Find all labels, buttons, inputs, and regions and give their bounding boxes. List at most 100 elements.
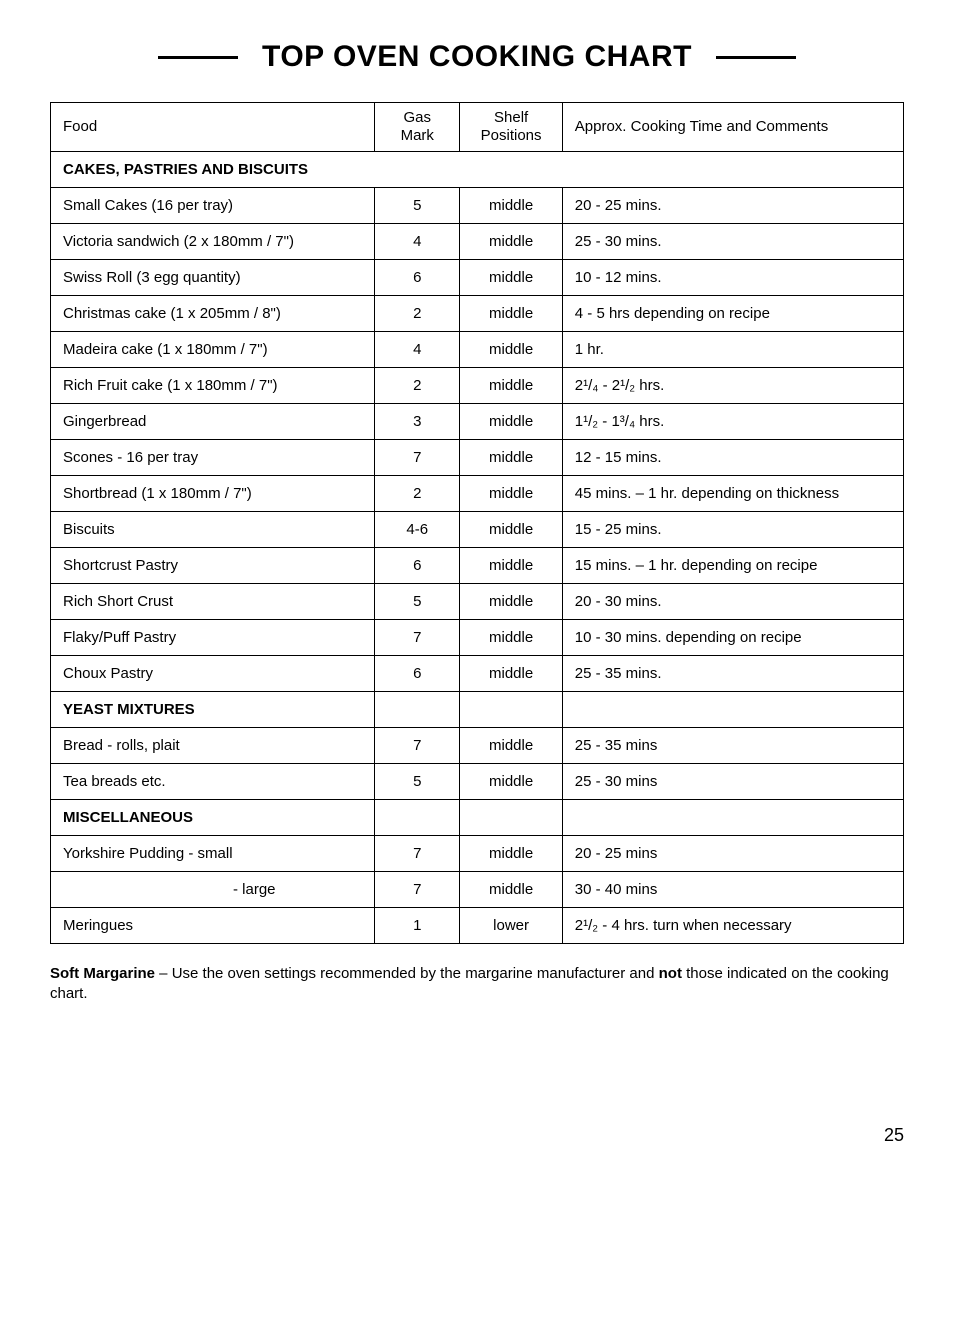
cell-food: Flaky/Puff Pastry	[51, 620, 375, 656]
cell-shelf: middle	[460, 260, 562, 296]
table-row: Swiss Roll (3 egg quantity)6middle10 - 1…	[51, 260, 904, 296]
shelf-line1: Shelf	[494, 109, 528, 126]
cell-gas: 3	[375, 404, 460, 440]
section-empty	[562, 800, 903, 836]
table-row: Biscuits4-6middle15 - 25 mins.	[51, 512, 904, 548]
table-row: Christmas cake (1 x 205mm / 8")2middle4 …	[51, 296, 904, 332]
section-empty	[375, 692, 460, 728]
title-bar-left	[158, 56, 238, 59]
cell-food: Shortbread (1 x 180mm / 7")	[51, 476, 375, 512]
cell-gas: 4-6	[375, 512, 460, 548]
cell-time: 10 - 30 mins. depending on recipe	[562, 620, 903, 656]
title-row: TOP OVEN COOKING CHART	[50, 40, 904, 74]
cell-time: 25 - 30 mins.	[562, 224, 903, 260]
cell-gas: 5	[375, 584, 460, 620]
cell-gas: 5	[375, 764, 460, 800]
cell-shelf: middle	[460, 224, 562, 260]
table-row: Bread - rolls, plait7middle25 - 35 mins	[51, 728, 904, 764]
cell-shelf: middle	[460, 620, 562, 656]
col-header-time: Approx. Cooking Time and Comments	[562, 103, 903, 152]
cell-time: 45 mins. – 1 hr. depending on thickness	[562, 476, 903, 512]
cooking-chart-table: Food Gas Mark Shelf Positions Approx. Co…	[50, 102, 904, 944]
col-header-gas: Gas Mark	[375, 103, 460, 152]
table-row: Rich Fruit cake (1 x 180mm / 7")2middle2…	[51, 368, 904, 404]
table-row: Scones - 16 per tray7middle12 - 15 mins.	[51, 440, 904, 476]
cell-shelf: middle	[460, 296, 562, 332]
cell-gas: 7	[375, 872, 460, 908]
section-row: MISCELLANEOUS	[51, 800, 904, 836]
cell-shelf: middle	[460, 476, 562, 512]
cell-gas: 7	[375, 440, 460, 476]
cell-time: 25 - 30 mins	[562, 764, 903, 800]
cell-shelf: middle	[460, 656, 562, 692]
cell-food: - large	[51, 872, 375, 908]
cell-shelf: middle	[460, 728, 562, 764]
cell-food: Gingerbread	[51, 404, 375, 440]
cell-shelf: middle	[460, 332, 562, 368]
cell-gas: 2	[375, 296, 460, 332]
gas-line2: Mark	[401, 127, 434, 144]
footer-mid: – Use the oven settings recommended by t…	[155, 965, 659, 982]
cell-gas: 2	[375, 368, 460, 404]
col-header-shelf: Shelf Positions	[460, 103, 562, 152]
table-row: Small Cakes (16 per tray)5middle20 - 25 …	[51, 188, 904, 224]
page-number: 25	[50, 1125, 904, 1146]
cell-gas: 7	[375, 620, 460, 656]
table-row: Choux Pastry6middle25 - 35 mins.	[51, 656, 904, 692]
cell-shelf: middle	[460, 368, 562, 404]
cell-time: 1¹/₂ - 1³/₄ hrs.	[562, 404, 903, 440]
cell-time: 25 - 35 mins.	[562, 656, 903, 692]
section-row: YEAST MIXTURES	[51, 692, 904, 728]
cell-shelf: middle	[460, 764, 562, 800]
table-row: Rich Short Crust5middle20 - 30 mins.	[51, 584, 904, 620]
cell-time: 2¹/₂ - 4 hrs. turn when necessary	[562, 908, 903, 944]
section-label: YEAST MIXTURES	[51, 692, 375, 728]
cell-food: Rich Short Crust	[51, 584, 375, 620]
cell-gas: 7	[375, 728, 460, 764]
section-label: CAKES, PASTRIES AND BISCUITS	[51, 152, 904, 188]
cell-gas: 5	[375, 188, 460, 224]
cell-food: Rich Fruit cake (1 x 180mm / 7")	[51, 368, 375, 404]
cell-shelf: middle	[460, 404, 562, 440]
shelf-line2: Positions	[481, 127, 542, 144]
cell-time: 25 - 35 mins	[562, 728, 903, 764]
cell-shelf: middle	[460, 548, 562, 584]
table-row: Gingerbread3middle1¹/₂ - 1³/₄ hrs.	[51, 404, 904, 440]
table-row: Meringues1lower2¹/₂ - 4 hrs. turn when n…	[51, 908, 904, 944]
cell-food: Choux Pastry	[51, 656, 375, 692]
cell-food: Scones - 16 per tray	[51, 440, 375, 476]
col-header-food: Food	[51, 103, 375, 152]
cell-gas: 4	[375, 224, 460, 260]
table-row: Flaky/Puff Pastry7middle10 - 30 mins. de…	[51, 620, 904, 656]
table-row: Madeira cake (1 x 180mm / 7")4middle1 hr…	[51, 332, 904, 368]
cell-shelf: middle	[460, 512, 562, 548]
section-empty	[460, 692, 562, 728]
title-bar-right	[716, 56, 796, 59]
section-row: CAKES, PASTRIES AND BISCUITS	[51, 152, 904, 188]
cell-time: 4 - 5 hrs depending on recipe	[562, 296, 903, 332]
cell-food: Biscuits	[51, 512, 375, 548]
cell-time: 10 - 12 mins.	[562, 260, 903, 296]
table-row: Tea breads etc.5middle25 - 30 mins	[51, 764, 904, 800]
table-row: Shortcrust Pastry6middle15 mins. – 1 hr.…	[51, 548, 904, 584]
cell-time: 1 hr.	[562, 332, 903, 368]
cell-shelf: middle	[460, 440, 562, 476]
section-empty	[375, 800, 460, 836]
cell-food: Shortcrust Pastry	[51, 548, 375, 584]
cell-time: 12 - 15 mins.	[562, 440, 903, 476]
gas-line1: Gas	[404, 109, 432, 126]
cell-food: Tea breads etc.	[51, 764, 375, 800]
cell-time: 15 mins. – 1 hr. depending on recipe	[562, 548, 903, 584]
table-body: CAKES, PASTRIES AND BISCUITSSmall Cakes …	[51, 152, 904, 944]
footer-bold2: not	[659, 965, 682, 982]
table-row: - large7middle30 - 40 mins	[51, 872, 904, 908]
footer-note: Soft Margarine – Use the oven settings r…	[50, 964, 904, 1005]
cell-gas: 6	[375, 260, 460, 296]
cell-time: 15 - 25 mins.	[562, 512, 903, 548]
cell-food: Madeira cake (1 x 180mm / 7")	[51, 332, 375, 368]
cell-shelf: middle	[460, 584, 562, 620]
cell-food: Bread - rolls, plait	[51, 728, 375, 764]
cell-food: Meringues	[51, 908, 375, 944]
cell-gas: 4	[375, 332, 460, 368]
cell-food: Swiss Roll (3 egg quantity)	[51, 260, 375, 296]
